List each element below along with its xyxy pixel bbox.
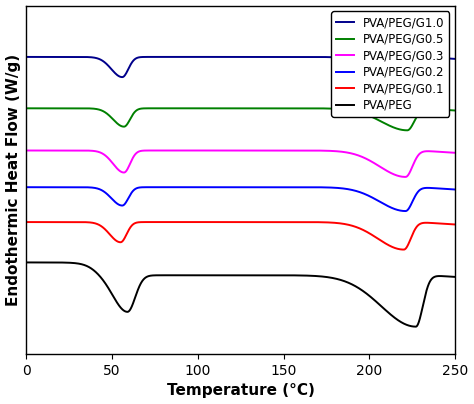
PVA/PEG/G0.3 <box>72 148 78 153</box>
PVA/PEG/G0.5 <box>444 107 450 112</box>
PVA/PEG/G0.1 <box>398 247 403 252</box>
PVA/PEG/G0.5 <box>404 128 410 133</box>
PVA/PEG/G0.3 <box>453 150 458 155</box>
Line: PVA/PEG/G0.1: PVA/PEG/G0.1 <box>26 222 456 250</box>
PVA/PEG/G0.2 <box>398 208 403 213</box>
PVA/PEG/G0.2 <box>98 187 103 192</box>
PVA/PEG/G0.2 <box>23 185 29 189</box>
Line: PVA/PEG/G0.3: PVA/PEG/G0.3 <box>26 151 456 177</box>
PVA/PEG/G1.0 <box>453 57 458 61</box>
PVA/PEG/G1.0 <box>72 55 78 59</box>
Y-axis label: Endothermic Heat Flow (W/g): Endothermic Heat Flow (W/g) <box>6 54 20 306</box>
PVA/PEG/G0.5 <box>23 106 29 111</box>
PVA/PEG/G0.1 <box>207 220 212 225</box>
Line: PVA/PEG/G0.5: PVA/PEG/G0.5 <box>26 108 456 130</box>
PVA/PEG <box>453 274 458 279</box>
PVA/PEG/G1.0 <box>444 56 450 61</box>
PVA/PEG/G0.2 <box>207 185 212 189</box>
PVA/PEG <box>207 273 212 278</box>
PVA/PEG/G0.5 <box>453 108 458 113</box>
Line: PVA/PEG/G1.0: PVA/PEG/G1.0 <box>26 57 456 82</box>
PVA/PEG <box>98 275 103 280</box>
Legend: PVA/PEG/G1.0, PVA/PEG/G0.5, PVA/PEG/G0.3, PVA/PEG/G0.2, PVA/PEG/G0.1, PVA/PEG: PVA/PEG/G1.0, PVA/PEG/G0.5, PVA/PEG/G0.3… <box>331 11 449 117</box>
PVA/PEG/G0.3 <box>207 148 212 153</box>
PVA/PEG/G0.3 <box>444 150 450 155</box>
PVA/PEG/G0.2 <box>72 185 78 189</box>
X-axis label: Temperature (°C): Temperature (°C) <box>167 383 315 398</box>
PVA/PEG/G0.1 <box>72 220 78 225</box>
PVA/PEG/G0.1 <box>453 222 458 227</box>
PVA/PEG/G0.1 <box>98 223 103 228</box>
PVA/PEG/G0.1 <box>188 220 193 225</box>
PVA/PEG/G0.2 <box>444 187 450 191</box>
Line: PVA/PEG/G0.2: PVA/PEG/G0.2 <box>26 187 456 211</box>
PVA/PEG/G0.2 <box>188 185 193 189</box>
PVA/PEG/G0.5 <box>98 107 103 112</box>
PVA/PEG/G1.0 <box>188 55 193 59</box>
PVA/PEG/G0.1 <box>23 220 29 225</box>
PVA/PEG/G0.1 <box>444 221 450 226</box>
Line: PVA/PEG: PVA/PEG <box>26 263 456 327</box>
PVA/PEG/G0.1 <box>401 247 407 252</box>
PVA/PEG/G0.3 <box>98 150 103 155</box>
PVA/PEG <box>72 261 78 265</box>
PVA/PEG <box>23 260 29 265</box>
PVA/PEG/G0.3 <box>398 174 403 179</box>
PVA/PEG/G1.0 <box>98 57 103 62</box>
PVA/PEG/G1.0 <box>207 55 212 59</box>
PVA/PEG/G0.2 <box>453 187 458 192</box>
PVA/PEG <box>188 273 193 278</box>
PVA/PEG/G0.5 <box>207 106 212 111</box>
PVA/PEG <box>398 320 403 324</box>
PVA/PEG <box>444 274 450 279</box>
PVA/PEG/G0.3 <box>403 175 409 179</box>
PVA/PEG/G0.3 <box>188 148 193 153</box>
PVA/PEG/G0.3 <box>23 148 29 153</box>
PVA/PEG <box>413 324 419 329</box>
PVA/PEG/G0.5 <box>188 106 193 111</box>
PVA/PEG/G1.0 <box>23 55 29 59</box>
PVA/PEG/G0.5 <box>398 127 403 132</box>
PVA/PEG/G0.5 <box>72 106 78 111</box>
PVA/PEG/G1.0 <box>408 80 413 85</box>
PVA/PEG/G0.2 <box>403 208 409 213</box>
PVA/PEG/G1.0 <box>398 78 403 83</box>
